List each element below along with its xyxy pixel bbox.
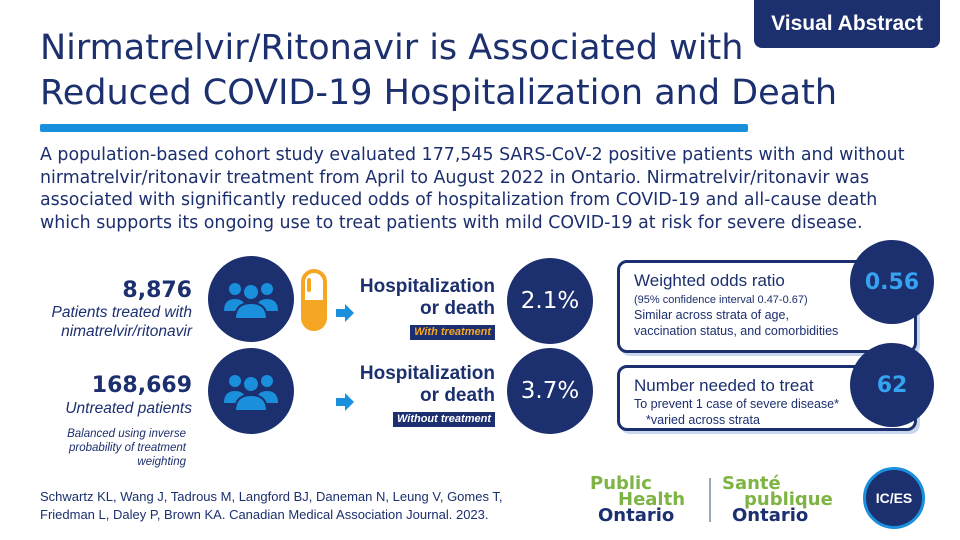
- nnt-note-1: To prevent 1 case of severe disease*: [634, 397, 839, 411]
- nnt-note-2: *varied across strata: [646, 413, 760, 427]
- ices-logo: IC/ES: [863, 467, 925, 529]
- odds-ratio-note-2: vaccination status, and comorbidities: [634, 324, 839, 338]
- untreated-label: Untreated patients: [65, 400, 192, 417]
- arrow-right-icon: [336, 393, 354, 415]
- pill-capsule-icon: [300, 268, 328, 336]
- outcome-label-untreated: Hospitalization or death: [359, 363, 495, 406]
- weighting-note: Balanced using inverse probability of tr…: [67, 428, 186, 468]
- arrow-right-icon: [336, 304, 354, 326]
- citation: Schwartz KL, Wang J, Tadrous M, Langford…: [40, 489, 503, 522]
- sante-publique-ontario-logo: Santé publique Ontario: [722, 473, 833, 526]
- title-line-2: Reduced COVID-19 Hospitalization and Dea…: [40, 73, 838, 113]
- title-line-1: Nirmatrelvir/Ritonavir is Associated wit…: [40, 28, 744, 68]
- people-group-icon: [208, 256, 294, 342]
- nnt-value: 62: [850, 343, 934, 427]
- title-underline: [40, 124, 748, 132]
- percent-untreated: 3.7%: [507, 348, 593, 434]
- public-health-ontario-logo: Public Health Ontario: [590, 473, 686, 526]
- page-title: Nirmatrelvir/Ritonavir is Associated wit…: [40, 26, 860, 116]
- untreated-count: 168,669: [91, 373, 192, 398]
- percent-treated: 2.1%: [507, 258, 593, 344]
- nnt-heading: Number needed to treat: [634, 376, 814, 395]
- odds-ratio-heading: Weighted odds ratio: [634, 271, 785, 290]
- people-group-icon: [208, 348, 294, 434]
- odds-ratio-note-1: Similar across strata of age,: [634, 308, 789, 322]
- logo-divider: [709, 478, 711, 522]
- odds-ratio-ci: (95% confidence interval 0.47-0.67): [634, 294, 808, 306]
- odds-ratio-value: 0.56: [850, 240, 934, 324]
- with-treatment-tag: With treatment: [385, 320, 495, 340]
- without-treatment-tag: Without treatment: [365, 407, 495, 427]
- summary-paragraph: A population-based cohort study evaluate…: [40, 145, 905, 233]
- treated-label: Patients treated with nimatrelvir/ritona…: [51, 304, 192, 340]
- outcome-label-treated: Hospitalization or death: [359, 276, 495, 319]
- treated-count: 8,876: [122, 278, 192, 303]
- visual-abstract-badge: Visual Abstract: [754, 0, 940, 48]
